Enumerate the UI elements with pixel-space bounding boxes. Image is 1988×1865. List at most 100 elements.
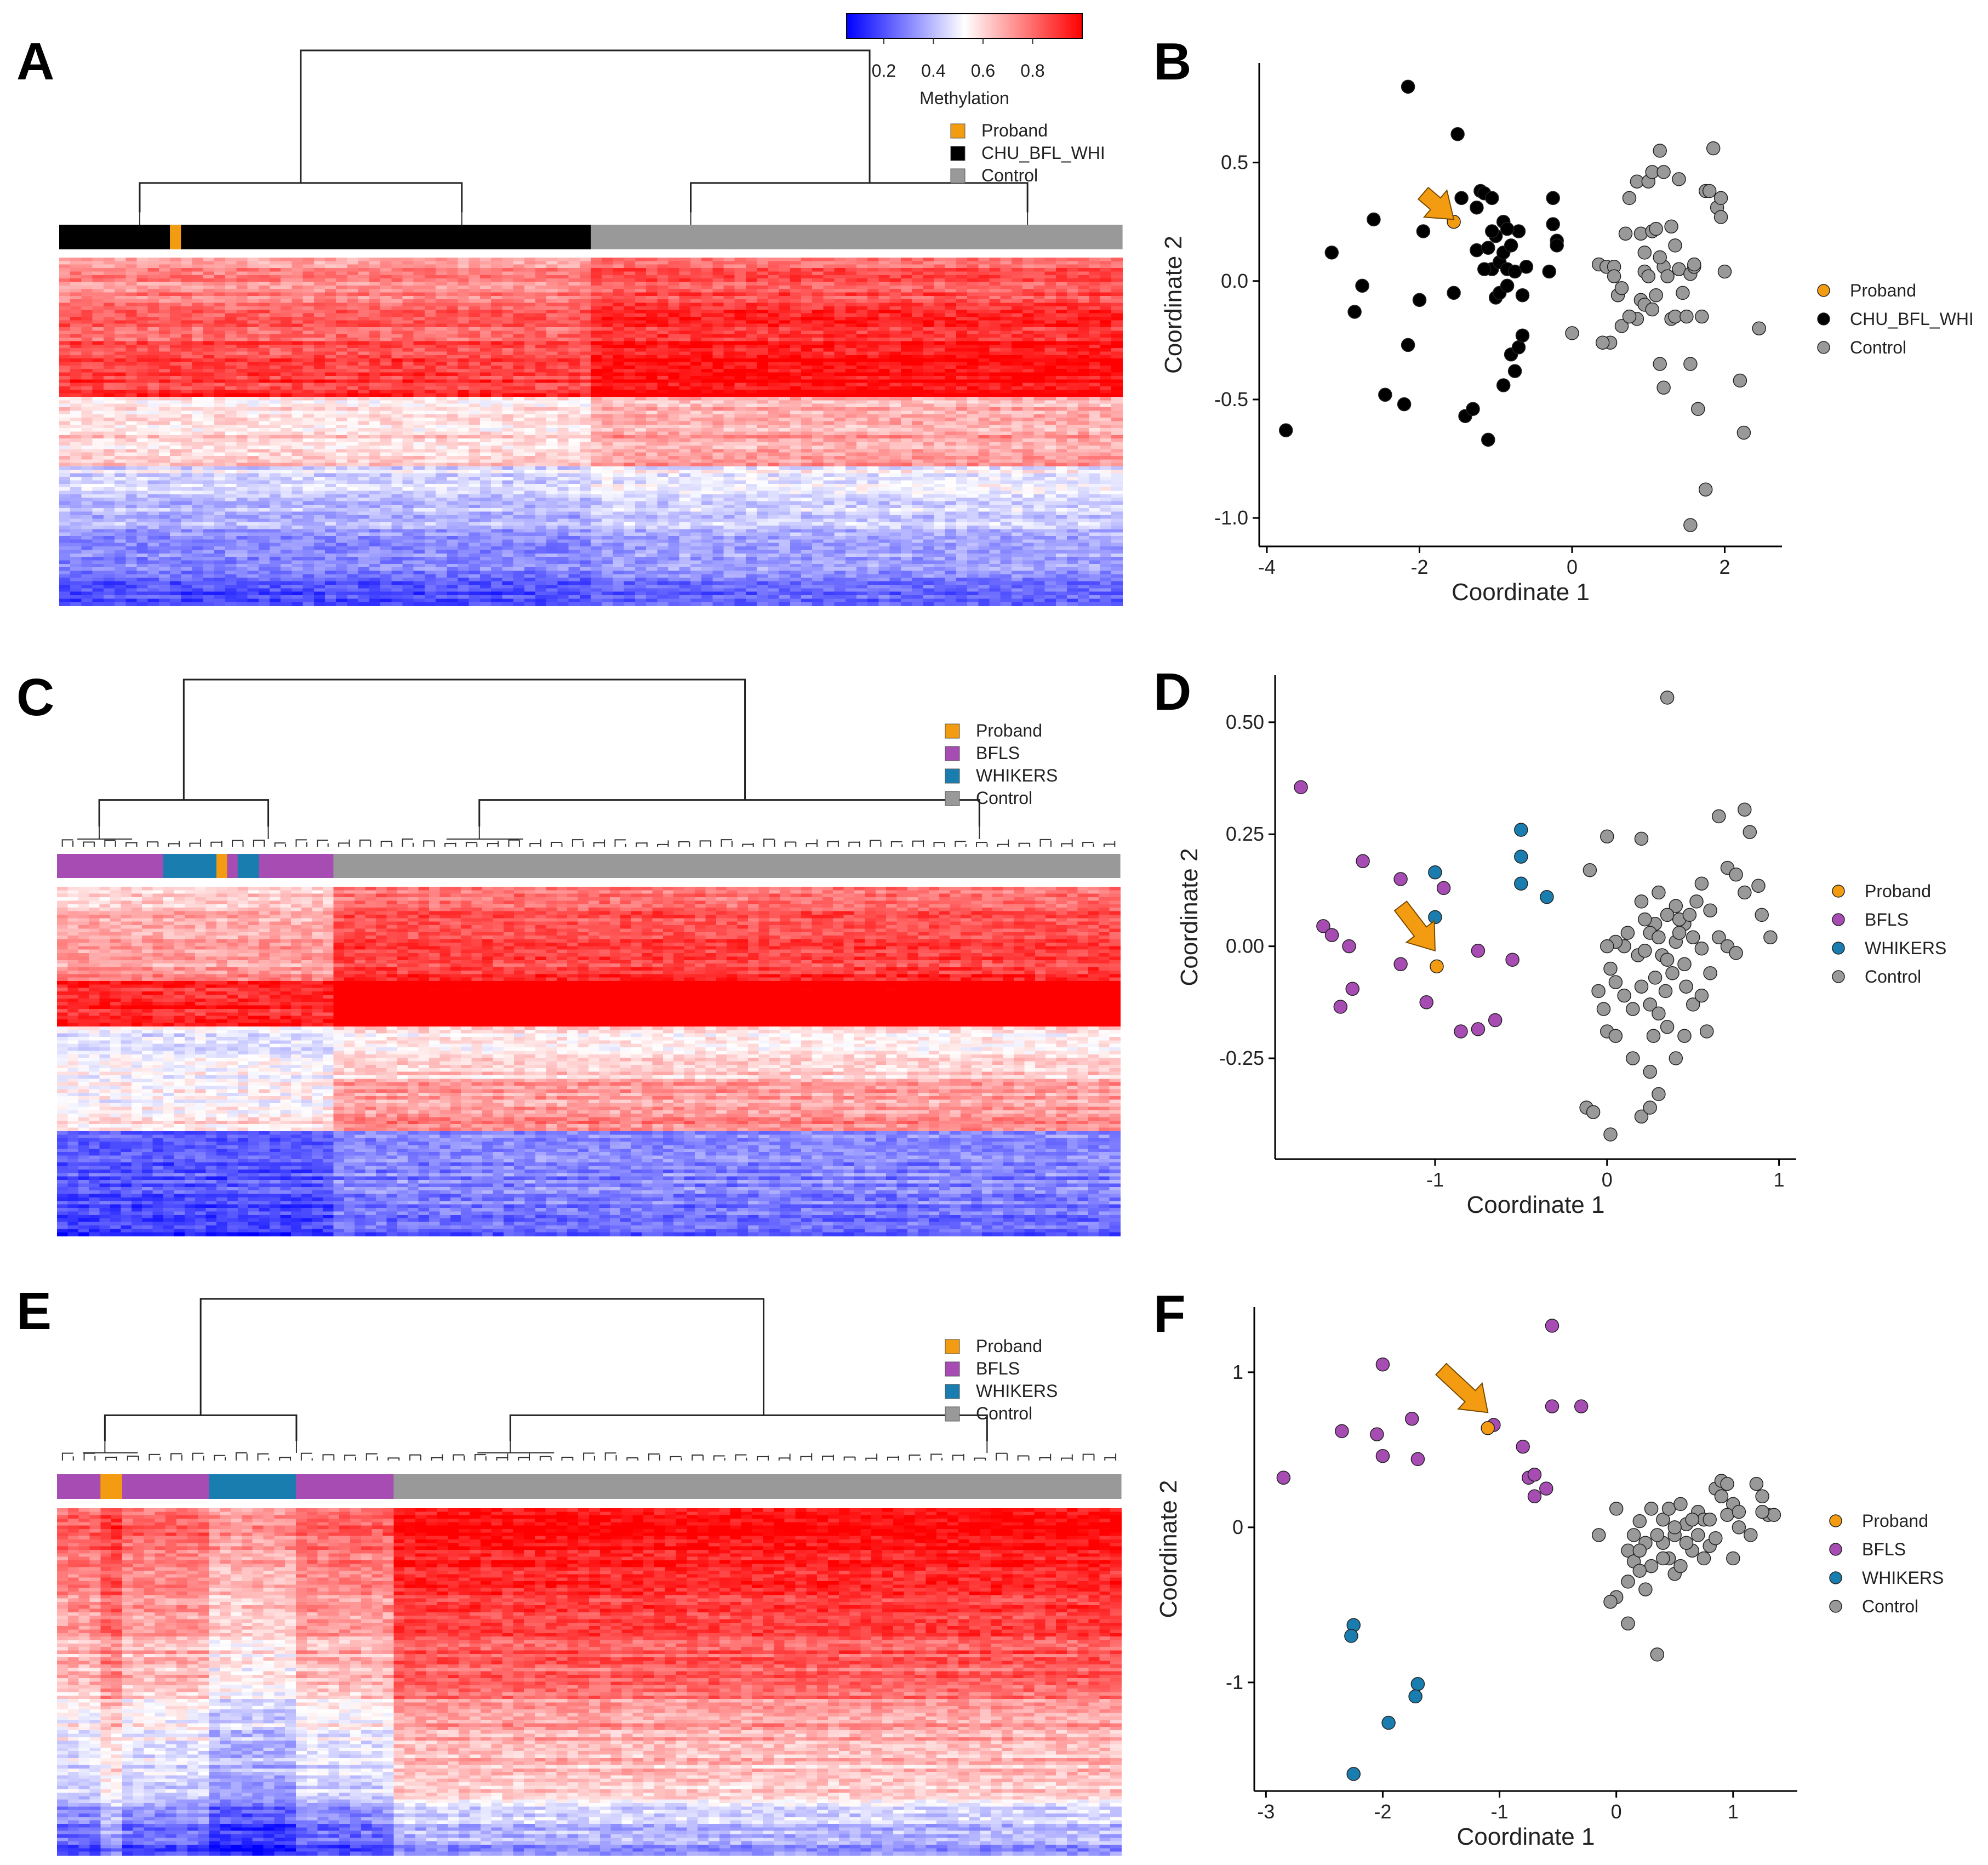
heatmap-cell bbox=[236, 271, 248, 275]
heatmap-cell bbox=[380, 261, 392, 265]
heatmap-cell bbox=[934, 268, 945, 272]
heatmap-cell bbox=[203, 265, 215, 269]
heatmap-cell bbox=[779, 278, 791, 282]
heatmap-cell bbox=[967, 278, 979, 282]
heatmap-cell bbox=[934, 278, 945, 282]
heatmap-cell bbox=[945, 282, 957, 286]
heatmap-cell bbox=[790, 286, 802, 289]
heatmap-cell bbox=[248, 265, 259, 269]
heatmap-cell bbox=[391, 289, 403, 293]
heatmap-cell bbox=[70, 289, 82, 293]
heatmap-cell bbox=[115, 286, 126, 289]
annotation-cell-chu bbox=[325, 225, 336, 249]
heatmap-cell bbox=[701, 289, 713, 293]
heatmap-cell bbox=[170, 265, 181, 269]
heatmap-cell bbox=[701, 275, 713, 279]
annotation-cell-control bbox=[1012, 225, 1023, 249]
heatmap-cell bbox=[148, 286, 159, 289]
heatmap-cell bbox=[115, 268, 126, 272]
heatmap-cell bbox=[270, 278, 281, 282]
heatmap-cell bbox=[214, 286, 226, 289]
dendrogram-branch bbox=[691, 183, 1028, 213]
annotation-cell-control bbox=[735, 225, 746, 249]
heatmap-cell bbox=[81, 265, 93, 269]
heatmap-cell bbox=[259, 286, 270, 289]
heatmap-cell bbox=[602, 289, 613, 293]
heatmap-cell bbox=[690, 268, 702, 272]
annotation-cell-control bbox=[657, 225, 669, 249]
heatmap-cell bbox=[624, 278, 636, 282]
heatmap-cell bbox=[1012, 275, 1023, 279]
heatmap-cell bbox=[292, 289, 303, 293]
heatmap-cell bbox=[104, 265, 115, 269]
annotation-cell-control bbox=[835, 225, 846, 249]
heatmap-cell bbox=[790, 261, 802, 265]
heatmap-cell bbox=[1045, 275, 1056, 279]
annotation-cell-chu bbox=[248, 225, 259, 249]
heatmap-cell bbox=[569, 261, 580, 265]
heatmap-cell bbox=[569, 289, 580, 293]
heatmap-cell bbox=[712, 286, 724, 289]
heatmap-cell bbox=[447, 261, 458, 265]
heatmap-cell bbox=[81, 268, 93, 272]
heatmap-cell bbox=[358, 286, 370, 289]
heatmap-cell bbox=[136, 271, 148, 275]
heatmap-cell bbox=[801, 282, 813, 286]
heatmap-cell bbox=[192, 278, 204, 282]
heatmap-cell bbox=[712, 282, 724, 286]
heatmap-cell bbox=[790, 282, 802, 286]
heatmap-cell bbox=[757, 275, 768, 279]
heatmap-cell bbox=[690, 289, 702, 293]
heatmap-cell bbox=[513, 289, 525, 293]
heatmap-cell bbox=[591, 268, 602, 272]
heatmap-cell bbox=[602, 261, 613, 265]
heatmap-cell bbox=[93, 289, 104, 293]
annotation-cell-control bbox=[1001, 225, 1012, 249]
heatmap-cell bbox=[225, 261, 237, 265]
heatmap-cell bbox=[225, 268, 237, 272]
heatmap-cell bbox=[779, 271, 791, 275]
heatmap-cell bbox=[1001, 271, 1012, 275]
heatmap-cell bbox=[934, 271, 945, 275]
heatmap-cell bbox=[978, 278, 990, 282]
heatmap-cell bbox=[248, 278, 259, 282]
heatmap-cell bbox=[690, 271, 702, 275]
heatmap-cell bbox=[380, 278, 392, 282]
heatmap-cell bbox=[402, 278, 414, 282]
heatmap-cell bbox=[557, 261, 569, 265]
heatmap-cell bbox=[314, 268, 325, 272]
heatmap-cell bbox=[668, 268, 679, 272]
heatmap-cell bbox=[93, 278, 104, 282]
heatmap-cell bbox=[912, 268, 923, 272]
heatmap-cell bbox=[1056, 271, 1067, 275]
heatmap-cell bbox=[524, 258, 536, 261]
heatmap-cell bbox=[125, 265, 137, 269]
heatmap-cell bbox=[535, 271, 547, 275]
heatmap-cell bbox=[613, 258, 624, 261]
annotation-cell-control bbox=[1045, 225, 1056, 249]
heatmap-cell bbox=[491, 289, 502, 293]
heatmap-cell bbox=[181, 286, 192, 289]
heatmap-cell bbox=[270, 261, 281, 265]
heatmap-cell bbox=[846, 265, 857, 269]
heatmap-cell bbox=[801, 261, 813, 265]
panel-label-d: D bbox=[1153, 663, 1191, 721]
heatmap-cell bbox=[990, 282, 1001, 286]
heatmap-cell bbox=[502, 275, 513, 279]
heatmap-cell bbox=[391, 261, 403, 265]
heatmap-cell bbox=[624, 265, 636, 269]
heatmap-cell bbox=[1067, 282, 1078, 286]
heatmap-cell bbox=[436, 278, 447, 282]
heatmap-cell bbox=[447, 275, 458, 279]
heatmap-cell bbox=[580, 275, 591, 279]
heatmap-cell bbox=[912, 286, 923, 289]
heatmap-cell bbox=[569, 271, 580, 275]
heatmap-cell bbox=[436, 265, 447, 269]
annotation-cell-control bbox=[867, 225, 879, 249]
heatmap-cell bbox=[248, 275, 259, 279]
heatmap-cell bbox=[259, 265, 270, 269]
heatmap-cell bbox=[314, 286, 325, 289]
heatmap-cell bbox=[170, 275, 181, 279]
heatmap-cell bbox=[148, 278, 159, 282]
colorbar-tick-label: 0.4 bbox=[921, 61, 945, 81]
